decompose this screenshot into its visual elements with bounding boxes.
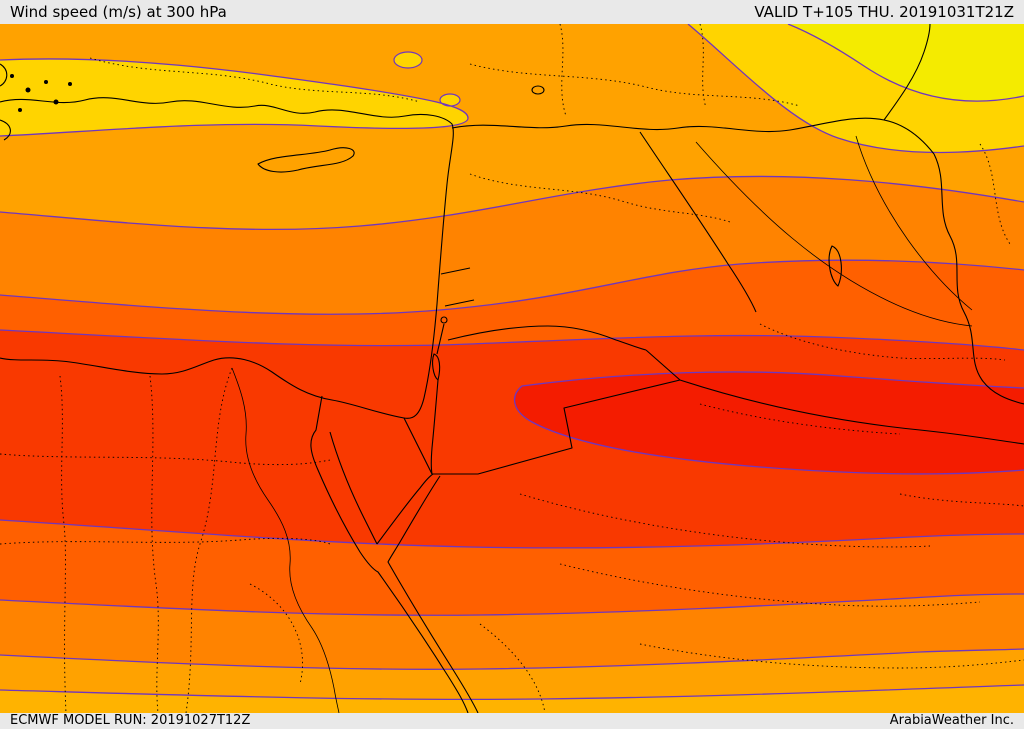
country-borders — [0, 24, 1024, 713]
israel-egypt-border — [403, 417, 433, 475]
aegean-coast-fragments — [0, 63, 11, 141]
brand-label: ArabiaWeather Inc. — [889, 713, 1014, 728]
iraq-saudi-border — [679, 379, 1024, 445]
wind-speed-map-svg — [0, 24, 1024, 713]
turkey-northeast-border — [883, 24, 931, 121]
syria-jordan-border — [447, 325, 647, 351]
valid-time-label: VALID T+105 THU. 20191031T21Z — [754, 3, 1014, 21]
nile-river — [231, 367, 340, 713]
iran-border — [933, 153, 1024, 405]
weather-map — [0, 24, 1024, 713]
yellow-spot-1 — [393, 51, 423, 69]
admin-boundaries-dotted — [0, 24, 1024, 713]
model-run-label: ECMWF MODEL RUN: 20191027T12Z — [10, 713, 251, 728]
turkey-lake — [531, 85, 545, 95]
gulf-of-suez-west-red-sea-coast — [310, 395, 469, 713]
band-yellow-tongue — [0, 58, 468, 136]
wind-speed-bands — [0, 24, 1024, 713]
cyprus-island — [257, 147, 355, 173]
band-bright-yellow-corner — [788, 24, 1024, 102]
euphrates-river — [695, 141, 973, 327]
aegean-islands — [10, 74, 72, 112]
syria-iraq-border — [639, 131, 757, 313]
isotach-contour-lines — [0, 24, 1024, 701]
map-title: Wind speed (m/s) at 300 hPa — [10, 3, 227, 21]
sinai-gulf-of-aqaba-shore — [376, 473, 434, 545]
status-bar: ECMWF MODEL RUN: 20191027T12Z ArabiaWeat… — [0, 713, 1024, 729]
tigris-river — [855, 135, 973, 311]
rivers — [231, 135, 973, 713]
lebanon-golan-borders — [440, 267, 475, 307]
lake-tharthar — [828, 245, 842, 287]
jordan-river-israel-border — [430, 323, 445, 475]
band-light-orange-bottom — [0, 685, 1024, 713]
sinai-gulf-of-suez-shore — [329, 431, 378, 545]
jordan-iraq-border — [645, 349, 681, 381]
sea-of-galilee — [440, 316, 448, 324]
jordan-saudi-border — [432, 379, 681, 475]
band-deep-red-core — [514, 371, 1024, 474]
mediterranean-coastline — [0, 97, 454, 419]
turkey-syria-border — [451, 117, 935, 155]
arabian-red-sea-coast — [387, 475, 479, 713]
title-bar: Wind speed (m/s) at 300 hPa VALID T+105 … — [0, 0, 1024, 24]
